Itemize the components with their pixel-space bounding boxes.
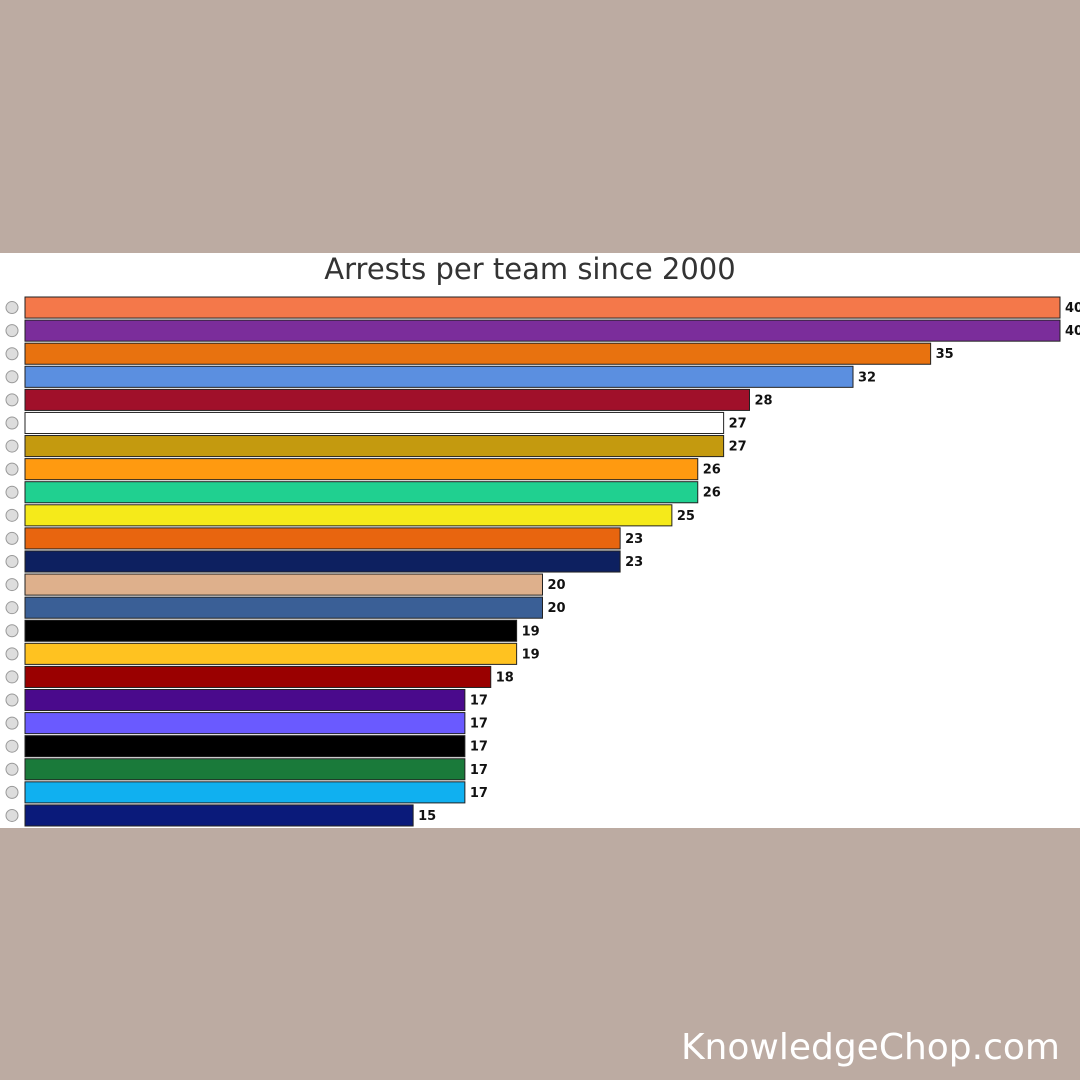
bar xyxy=(24,411,725,435)
team-logo xyxy=(5,739,19,753)
bar xyxy=(24,342,932,365)
bar xyxy=(24,527,621,550)
bar xyxy=(24,688,466,712)
bar xyxy=(24,619,518,642)
team-logo xyxy=(5,462,19,476)
bar xyxy=(24,481,699,504)
value-label: 28 xyxy=(755,393,773,408)
bar xyxy=(24,573,543,596)
bar xyxy=(24,319,1061,342)
value-label: 27 xyxy=(729,440,747,455)
value-label: 15 xyxy=(418,809,436,824)
value-label: 17 xyxy=(470,740,488,755)
team-logo xyxy=(5,508,19,522)
team-logo xyxy=(5,416,19,430)
value-label: 17 xyxy=(470,786,488,801)
bar xyxy=(24,804,414,827)
bar xyxy=(24,665,492,688)
value-label: 18 xyxy=(496,670,514,685)
bar xyxy=(24,296,1061,319)
value-label: 26 xyxy=(703,463,721,478)
value-label: 40 xyxy=(1065,324,1080,339)
value-label: 19 xyxy=(522,624,540,639)
value-label: 19 xyxy=(522,647,540,662)
value-label: 17 xyxy=(470,717,488,732)
team-logo xyxy=(5,531,19,545)
team-logo xyxy=(5,670,19,684)
team-logo xyxy=(5,808,19,822)
value-label: 23 xyxy=(625,532,643,547)
team-logo xyxy=(5,347,19,361)
team-logo xyxy=(5,301,19,315)
bar xyxy=(24,781,466,804)
team-logo xyxy=(5,485,19,499)
bar xyxy=(24,388,750,411)
bar xyxy=(24,712,466,735)
bar xyxy=(24,435,725,458)
team-logo xyxy=(5,370,19,384)
value-label: 35 xyxy=(936,347,954,362)
value-label: 17 xyxy=(470,694,488,709)
chart-title: Arrests per team since 2000 xyxy=(324,252,735,286)
team-logo xyxy=(5,716,19,730)
bar xyxy=(24,504,673,527)
team-logo xyxy=(5,578,19,592)
bar xyxy=(24,365,854,388)
watermark: KnowledgeChop.com xyxy=(681,1027,1060,1068)
value-label: 23 xyxy=(625,555,643,570)
team-logo xyxy=(5,324,19,338)
team-logo xyxy=(5,785,19,799)
bar xyxy=(24,758,466,781)
bar xyxy=(24,735,466,758)
bar xyxy=(24,550,621,573)
bar xyxy=(24,642,518,665)
value-label: 20 xyxy=(548,578,566,593)
team-logo xyxy=(5,601,19,615)
value-label: 20 xyxy=(548,601,566,616)
team-logo xyxy=(5,439,19,453)
team-logo xyxy=(5,555,19,568)
team-logo xyxy=(5,647,19,661)
value-label: 17 xyxy=(470,763,488,778)
team-logo xyxy=(5,762,19,776)
bar xyxy=(24,596,543,619)
value-label: 26 xyxy=(703,486,721,501)
team-logo xyxy=(5,393,19,407)
team-logo xyxy=(5,624,19,638)
bar xyxy=(24,458,699,481)
value-label: 27 xyxy=(729,416,747,431)
team-logo xyxy=(5,693,19,707)
value-label: 40 xyxy=(1065,301,1080,316)
value-label: 32 xyxy=(858,370,876,385)
value-label: 25 xyxy=(677,509,695,524)
